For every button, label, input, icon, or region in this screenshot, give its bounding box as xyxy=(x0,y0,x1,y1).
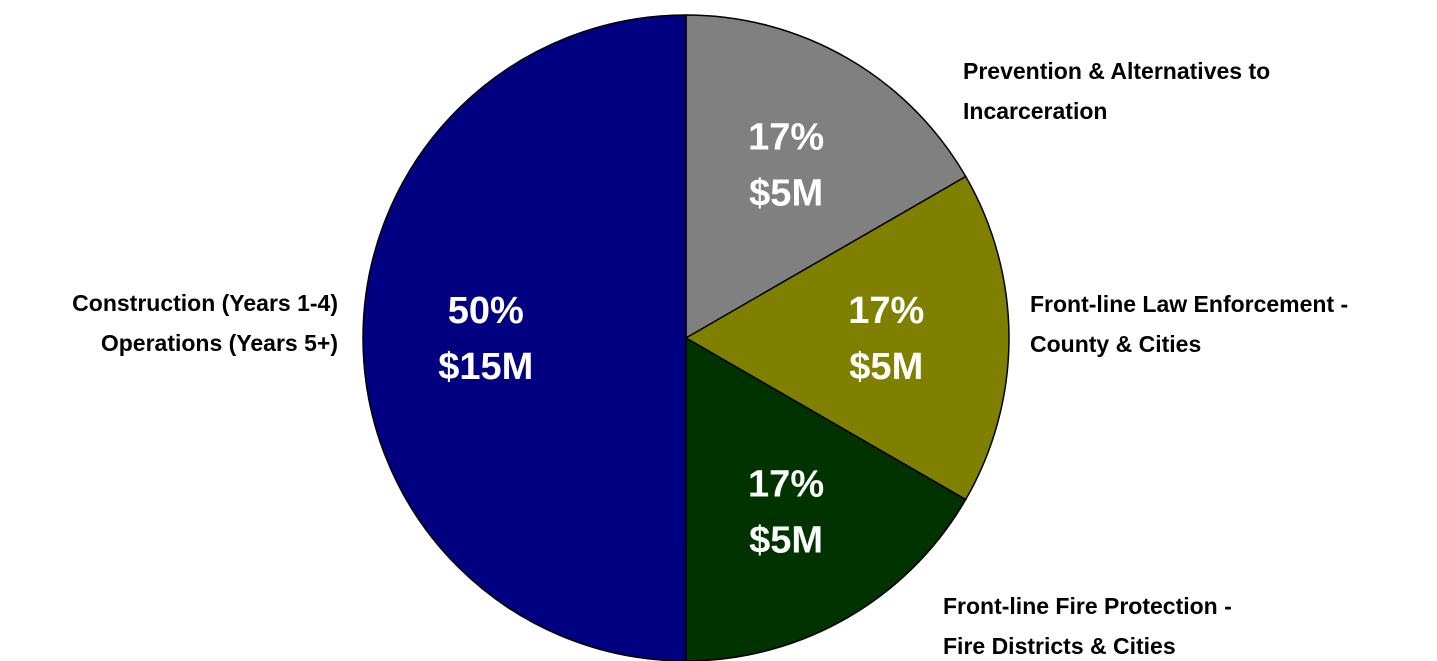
category-label-line: Construction (Years 1-4) xyxy=(72,290,338,316)
category-label-construction-years-1-4-operations-years-5: Construction (Years 1-4) Operations (Year… xyxy=(72,290,338,356)
category-label-line: Incarceration xyxy=(963,98,1107,124)
category-label-front-line-law-enforcement-county-cities: Front-line Law Enforcement - County & Cit… xyxy=(1030,291,1348,357)
slices-layer xyxy=(362,14,1010,661)
slice-values-layer: 17% $5M 17% $5M 17% $5M 50% $15M xyxy=(438,117,924,562)
pie-slice-front-line-fire-protection-fire-districts-cities xyxy=(685,336,967,661)
slice-amount-label: $5M xyxy=(749,173,823,215)
category-label-prevention-alternatives-to-incarceration: Prevention & Alternatives to Incarceratio… xyxy=(963,58,1270,124)
slice-percent-label: 50% xyxy=(448,290,524,332)
category-label-line: Front-line Fire Protection - xyxy=(943,593,1232,619)
pie-slice-construction-years-1-4-operations-years-5 xyxy=(362,14,687,661)
category-label-front-line-fire-protection-fire-districts-cities: Front-line Fire Protection - Fire Distric… xyxy=(943,593,1232,659)
category-labels-layer: Prevention & Alternatives to Incarceratio… xyxy=(72,58,1348,659)
pie-slice-prevention-alternatives-to-incarceration xyxy=(685,14,967,340)
slice-amount-label: $15M xyxy=(438,346,533,388)
category-label-line: Fire Districts & Cities xyxy=(943,633,1176,659)
category-label-line: Operations (Years 5+) xyxy=(101,330,338,356)
pie-slice-front-line-law-enforcement-county-cities xyxy=(684,175,1010,501)
slice-amount-label: $5M xyxy=(749,519,823,561)
slice-percent-label: 17% xyxy=(748,463,824,505)
category-label-line: County & Cities xyxy=(1030,331,1201,357)
slice-percent-label: 17% xyxy=(748,117,824,159)
slice-percent-label: 17% xyxy=(848,290,924,332)
category-label-line: Prevention & Alternatives to xyxy=(963,58,1270,84)
slice-amount-label: $5M xyxy=(849,346,923,388)
category-label-line: Front-line Law Enforcement - xyxy=(1030,291,1348,317)
